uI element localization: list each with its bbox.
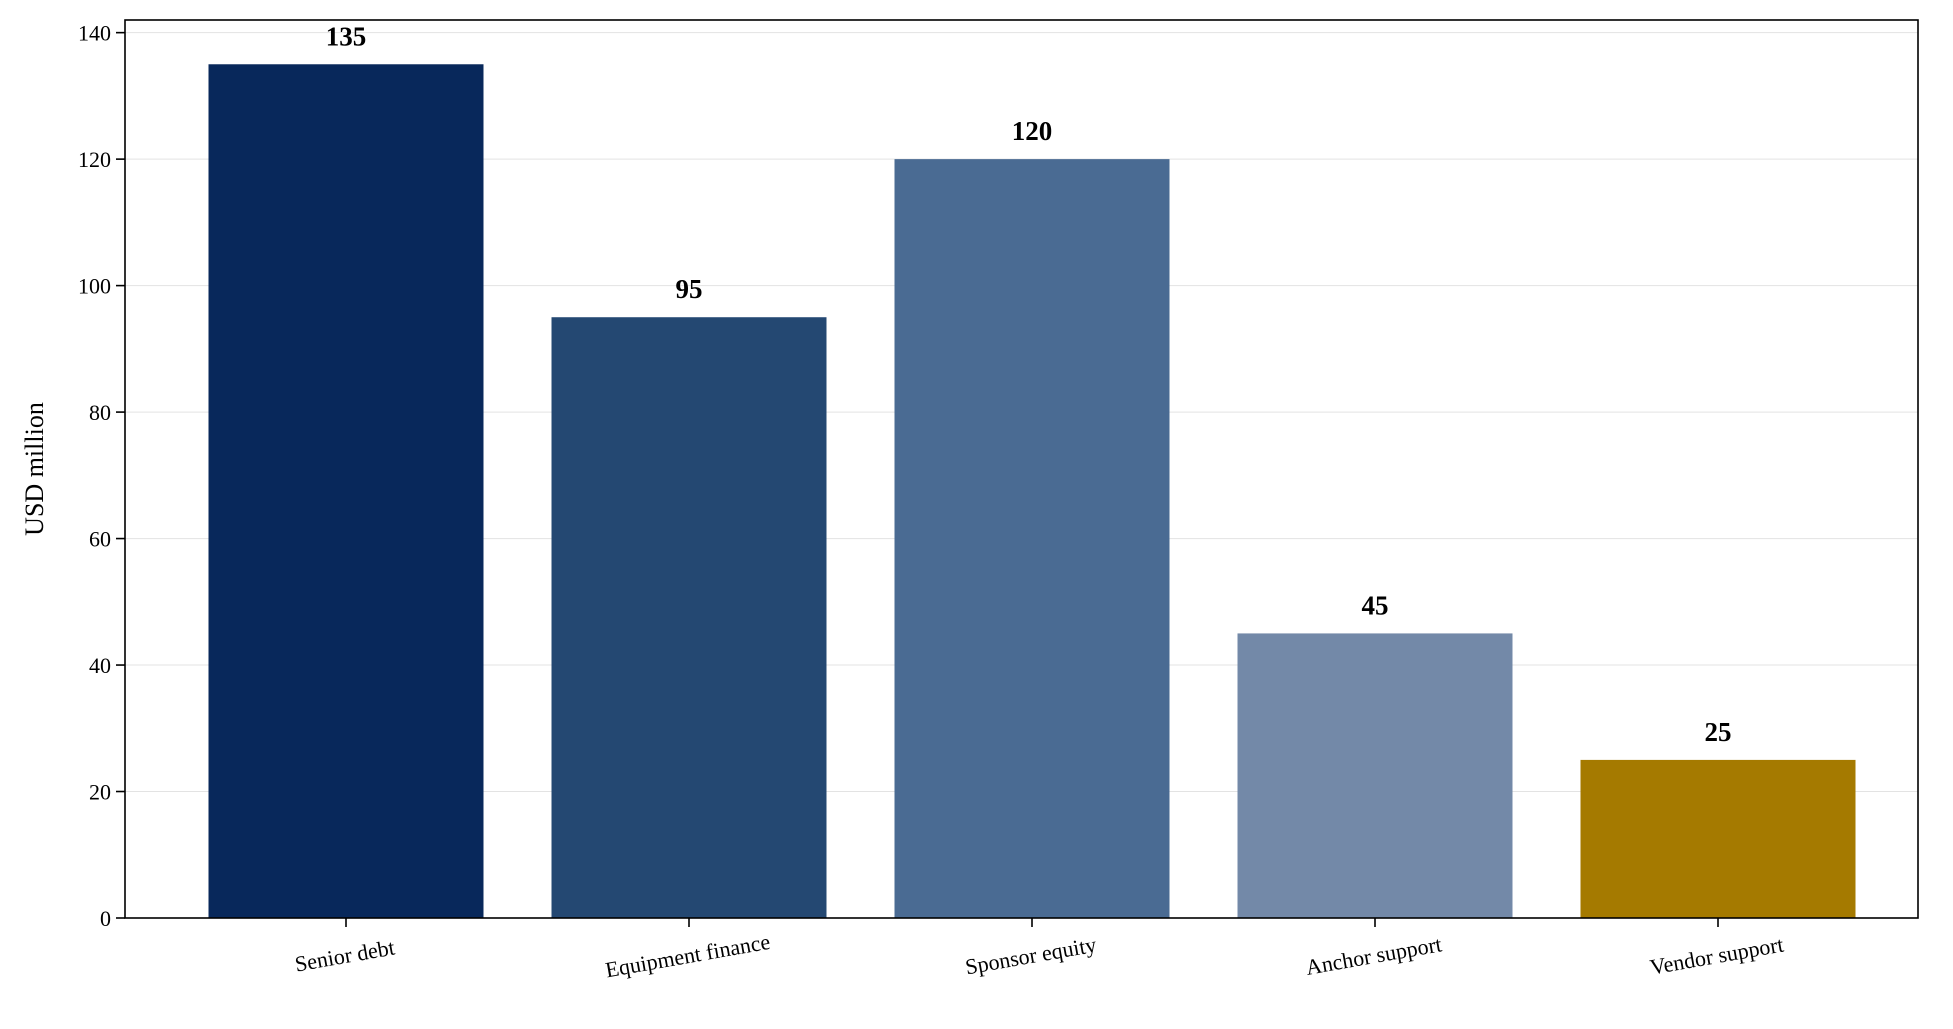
- bar-value-label: 95: [676, 274, 703, 304]
- y-axis-ticks: 0 20 40 60 80 100 120 140: [78, 21, 125, 931]
- bar: [894, 159, 1170, 918]
- bar: [1580, 759, 1856, 918]
- bar: [208, 64, 484, 919]
- bar-value-label: 25: [1705, 717, 1732, 747]
- x-axis-ticks: Senior debt Equipment finance Sponsor equi…: [293, 918, 1785, 982]
- data-labels: 135 95 120 45 25: [326, 21, 1732, 747]
- y-axis-label: USD million: [20, 402, 49, 536]
- bar-value-label: 45: [1362, 590, 1389, 620]
- y-tick-label: 80: [89, 400, 111, 425]
- y-tick-label: 20: [89, 780, 111, 805]
- x-tick-label: Sponsor equity: [963, 932, 1098, 980]
- bar: [1237, 633, 1513, 918]
- x-tick-label: Senior debt: [293, 935, 397, 977]
- y-tick-label: 0: [100, 906, 111, 931]
- x-tick-label: Equipment finance: [603, 929, 772, 983]
- bars: [208, 64, 1856, 919]
- bar-value-label: 135: [326, 21, 367, 51]
- x-tick-label: Vendor support: [1648, 932, 1785, 980]
- bar-value-label: 120: [1012, 116, 1053, 146]
- bar: [551, 317, 827, 918]
- y-tick-label: 100: [78, 274, 111, 299]
- y-tick-label: 120: [78, 147, 111, 172]
- y-tick-label: 60: [89, 527, 111, 552]
- plot-frame: [124, 19, 1919, 919]
- x-tick-label: Anchor support: [1304, 931, 1444, 979]
- y-tick-label: 140: [78, 21, 111, 46]
- y-tick-label: 40: [89, 653, 111, 678]
